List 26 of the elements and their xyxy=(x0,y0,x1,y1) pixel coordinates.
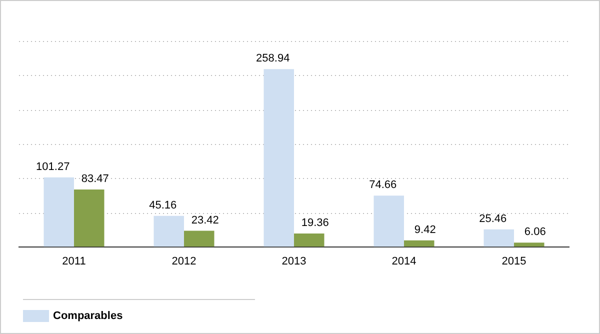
data-label: 9.42 xyxy=(414,224,436,236)
x-tick-label: 2014 xyxy=(392,255,416,268)
bar xyxy=(484,229,514,247)
bar xyxy=(374,196,404,247)
x-tick-label: 2013 xyxy=(282,255,306,268)
bar xyxy=(404,240,434,247)
bar xyxy=(74,190,104,247)
bar xyxy=(264,69,294,247)
data-label: 23.42 xyxy=(191,214,219,226)
bar xyxy=(184,230,214,247)
bar xyxy=(154,216,184,247)
bar xyxy=(514,242,544,247)
data-label: 25.46 xyxy=(479,212,507,225)
bar xyxy=(294,234,324,247)
data-label: 83.47 xyxy=(81,173,109,186)
data-label: 6.06 xyxy=(524,226,546,238)
x-tick-label: 2015 xyxy=(502,255,526,268)
data-label: 74.66 xyxy=(369,179,397,192)
data-label: 101.27 xyxy=(36,160,70,173)
data-label: 19.36 xyxy=(301,217,329,230)
x-tick-label: 2011 xyxy=(62,255,86,268)
legend-label: Comparables xyxy=(53,310,123,322)
bar xyxy=(44,177,74,247)
data-label: 258.94 xyxy=(256,52,290,65)
data-label: 45.16 xyxy=(149,199,177,212)
x-tick-label: 2012 xyxy=(172,255,196,268)
